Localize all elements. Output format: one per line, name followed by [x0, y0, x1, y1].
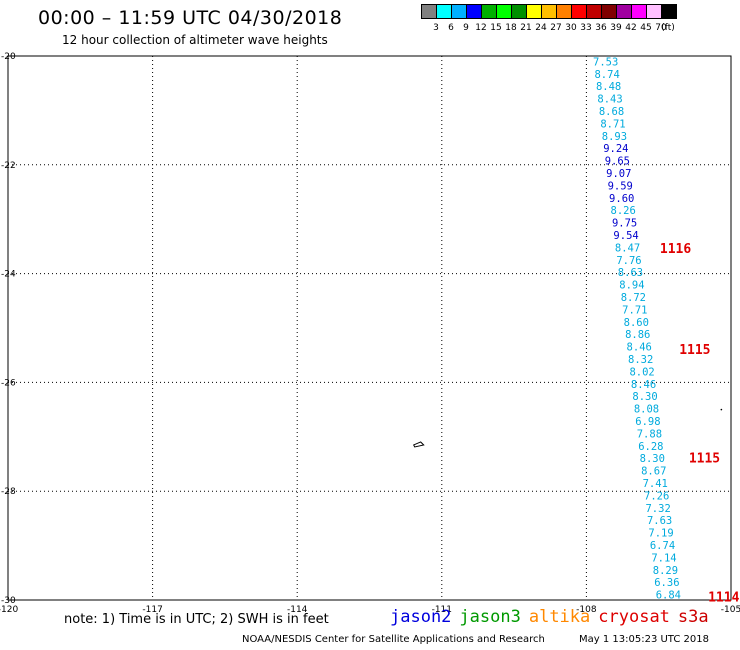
wave-height-label: 7.63	[647, 515, 672, 527]
wave-height-label: 7.71	[622, 304, 647, 316]
pass-number-label: 1115	[679, 343, 710, 358]
wave-height-label: 7.88	[637, 428, 662, 440]
wave-height-label: 8.60	[624, 317, 649, 329]
legend-label: 39	[610, 23, 622, 33]
legend-bar	[421, 4, 677, 19]
wave-height-label: 8.63	[618, 267, 643, 279]
page-subtitle: 12 hour collection of altimeter wave hei…	[62, 33, 328, 47]
timestamp-text: May 1 13:05:23 UTC 2018	[579, 634, 709, 645]
wave-height-label: 7.76	[616, 255, 641, 267]
wave-height-label: 9.54	[613, 230, 638, 242]
wave-height-label: 7.19	[648, 528, 673, 540]
x-tick-label: -108	[576, 605, 597, 615]
wave-height-label: 8.29	[653, 565, 678, 577]
wave-height-label: 7.41	[643, 478, 668, 490]
legend-label: 3	[433, 23, 439, 33]
y-tick-label: -20	[1, 52, 16, 62]
legend-label: 24	[535, 23, 547, 33]
legend-label: 18	[505, 23, 517, 33]
page-title: 00:00 – 11:59 UTC 04/30/2018	[38, 7, 343, 29]
wave-height-label: 8.26	[611, 205, 636, 217]
color-legend: 3 6 9 12 15 18 21 24 27 30 33 36 39 42 45 70 (ft)	[421, 4, 677, 33]
pass-number-label: 1114	[708, 590, 739, 605]
wave-height-label: 8.93	[602, 131, 627, 143]
y-tick-label: -24	[1, 270, 16, 280]
legend-label: 45	[640, 23, 652, 33]
legend-label: (ft)	[661, 23, 675, 33]
wave-height-label: 9.59	[608, 180, 633, 192]
island-dot	[720, 408, 723, 411]
satellite-name: cryosat	[598, 607, 670, 627]
x-tick-label: -111	[432, 605, 452, 615]
credit-text: NOAA/NESDIS Center for Satellite Applica…	[242, 634, 545, 645]
legend-label: 9	[463, 23, 469, 33]
wave-height-label: 7.14	[651, 552, 676, 564]
satellite-name: s3a	[677, 607, 709, 627]
wave-height-label: 9.75	[612, 218, 637, 230]
legend-label: 15	[490, 23, 502, 33]
satellite-name: jason2	[390, 607, 452, 627]
legend-label: 6	[448, 23, 454, 33]
wave-height-label: 8.94	[619, 280, 644, 292]
wave-height-label: 8.74	[594, 69, 619, 81]
legend-label: 33	[580, 23, 592, 33]
wave-height-label: 8.47	[615, 242, 640, 254]
x-tick-label: -114	[287, 605, 308, 615]
y-tick-label: -22	[1, 161, 16, 171]
wave-height-label: 6.98	[635, 416, 660, 428]
wave-height-label: 8.68	[599, 106, 624, 118]
wave-height-label: 6.36	[654, 577, 679, 589]
wave-height-label: 8.48	[596, 81, 621, 93]
wave-height-label: 8.32	[628, 354, 653, 366]
wave-height-label: 8.46	[627, 342, 652, 354]
island-outline	[413, 441, 425, 448]
wave-height-label: 8.30	[632, 391, 657, 403]
legend-swatch	[661, 4, 677, 19]
satellite-key: jason2 jason3 altika cryosat s3a	[390, 607, 717, 627]
pass-number-label: 1115	[689, 452, 720, 467]
wave-height-label: 7.53	[593, 56, 618, 68]
legend-label: 30	[565, 23, 577, 33]
wave-height-label: 6.74	[650, 540, 675, 552]
wave-height-label: 8.08	[634, 404, 659, 416]
wave-height-label: 6.28	[638, 441, 663, 453]
legend-label: 36	[595, 23, 607, 33]
wave-height-label: 7.32	[645, 503, 670, 515]
legend-label: 21	[520, 23, 532, 33]
legend-label: 42	[625, 23, 637, 33]
note-text: note: 1) Time is in UTC; 2) SWH is in fe…	[64, 612, 329, 627]
legend-label: 70	[655, 23, 667, 33]
wave-height-label: 6.84	[656, 590, 681, 602]
legend-label: 27	[550, 23, 562, 33]
wave-height-label: 9.07	[606, 168, 631, 180]
wave-height-label: 8.86	[625, 329, 650, 341]
wave-height-label: 8.71	[600, 118, 625, 130]
wave-height-label: 8.02	[629, 366, 654, 378]
wave-height-label: 8.67	[641, 466, 666, 478]
satellite-name: altika	[528, 607, 591, 627]
wave-height-label: 9.60	[609, 193, 634, 205]
map-frame	[7, 55, 732, 601]
wave-height-label: 8.30	[640, 453, 665, 465]
wave-height-label: 9.24	[603, 143, 628, 155]
pass-number-label: 1116	[660, 242, 691, 257]
wave-height-label: 7.26	[644, 490, 669, 502]
satellite-name: jason3	[459, 607, 521, 627]
wave-height-label: 9.65	[605, 156, 630, 168]
y-tick-label: -26	[1, 378, 16, 388]
wave-height-label: 8.72	[621, 292, 646, 304]
wave-height-label: 8.46	[631, 379, 656, 391]
wave-height-label: 8.43	[597, 94, 622, 106]
y-tick-label: -28	[1, 487, 16, 497]
y-tick-label: -30	[1, 596, 16, 606]
x-tick-label: -105	[721, 605, 740, 615]
x-tick-label: -120	[0, 605, 18, 615]
x-tick-label: -117	[142, 605, 162, 615]
legend-label: 12	[475, 23, 487, 33]
